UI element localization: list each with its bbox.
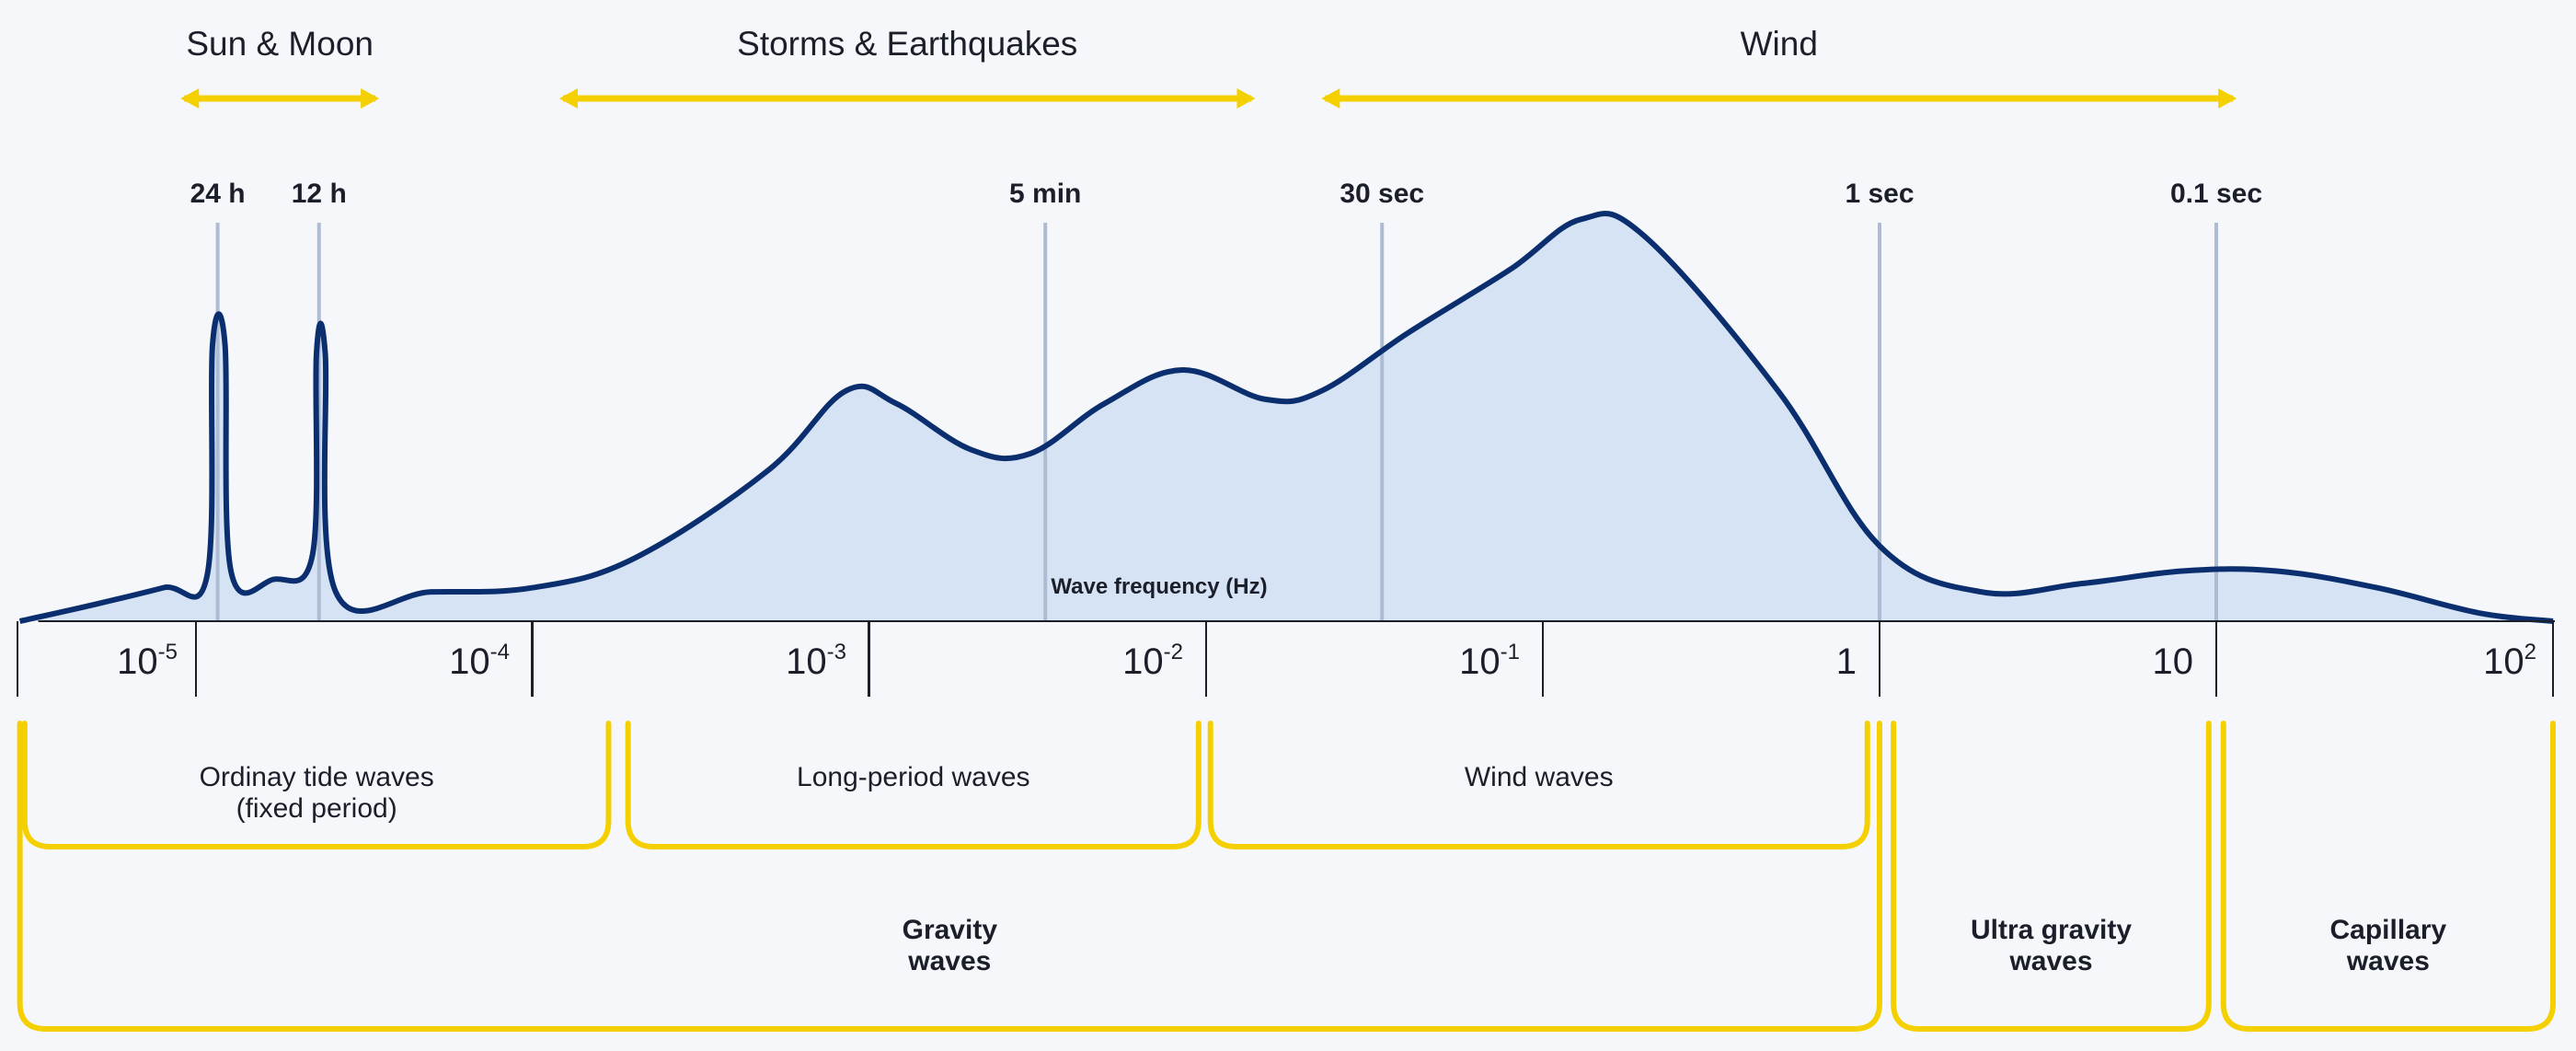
arrowhead-left-icon — [1321, 88, 1340, 109]
class-bracket — [2220, 721, 2556, 1032]
spectrum-curve — [18, 211, 2554, 624]
class-label: waves — [2346, 946, 2430, 976]
spectrum-area — [19, 214, 2553, 621]
band-bracket — [625, 721, 1202, 849]
band-label: (fixed period) — [236, 793, 397, 824]
period-marker-label: 1 sec — [1845, 179, 1914, 209]
tick-base: 10 — [117, 641, 158, 682]
tick-label: 10-3 — [786, 640, 846, 682]
tick-base: 10 — [1122, 641, 1164, 682]
tick-label: 10-2 — [1122, 640, 1183, 682]
tick-label: 10 — [2153, 641, 2194, 682]
band-bracket — [1207, 721, 1870, 849]
tick-exponent: -2 — [1164, 640, 1183, 664]
band-label: Long-period waves — [797, 762, 1030, 792]
arrowhead-right-icon — [2218, 88, 2237, 109]
period-markers-layer: 24 h 12 h 5 min 30 sec 1 sec 0.1 sec — [190, 179, 2262, 621]
tick-label: 102 — [2483, 640, 2536, 682]
tick-base: 10 — [1459, 641, 1501, 682]
class-label: waves — [907, 946, 991, 976]
class-bracket — [17, 721, 1882, 1032]
tick-label: 10-1 — [1459, 640, 1520, 682]
class-label: waves — [2008, 946, 2092, 976]
tick-base: 10 — [2153, 641, 2194, 682]
tick-exponent: -5 — [158, 640, 178, 664]
tick-base: 1 — [1836, 641, 1857, 682]
band-label: Wind waves — [1465, 762, 1614, 792]
frequency-axis: Wave frequency (Hz) 10-5 10-4 10-3 10-2 10-1… — [17, 574, 2555, 697]
class-label: Capillary — [2330, 915, 2447, 945]
spectrum-line-layer — [18, 211, 2554, 624]
tick-exponent: -4 — [490, 640, 510, 664]
tick-label: 10-5 — [117, 640, 178, 682]
band-bracket — [21, 721, 612, 849]
tick-exponent: 2 — [2524, 640, 2536, 664]
tick-exponent: -1 — [1501, 640, 1520, 664]
cause-label: Wind — [1741, 25, 1818, 63]
cause-label: Sun & Moon — [186, 25, 374, 63]
class-label: Gravity — [903, 915, 998, 945]
tick-base: 10 — [786, 641, 827, 682]
arrowhead-left-icon — [558, 88, 578, 109]
period-marker-label: 12 h — [292, 179, 347, 209]
tick-exponent: -3 — [827, 640, 846, 664]
period-marker-label: 24 h — [190, 179, 246, 209]
tick-label: 10-4 — [449, 640, 510, 682]
axis-title: Wave frequency (Hz) — [1051, 574, 1267, 599]
class-bracket — [1891, 721, 2212, 1032]
arrowhead-left-icon — [180, 88, 200, 109]
arrowhead-right-icon — [361, 88, 380, 109]
cause-label: Storms & Earthquakes — [737, 25, 1077, 63]
band-label: Ordinay tide waves — [200, 762, 434, 792]
period-marker-label: 0.1 sec — [2170, 179, 2262, 209]
period-marker-label: 30 sec — [1340, 179, 1424, 209]
period-marker-label: 5 min — [1009, 179, 1081, 209]
spectrum-layer — [19, 214, 2553, 621]
arrowhead-right-icon — [1236, 88, 1256, 109]
wave-bands-layer: Ordinay tide waves(fixed period) Long-per… — [21, 721, 1870, 849]
tick-label: 1 — [1836, 641, 1857, 682]
tick-base: 10 — [2483, 641, 2524, 682]
causes-layer: Sun & Moon Storms & Earthquakes Wind — [180, 25, 2237, 109]
class-label: Ultra gravity — [1971, 915, 2132, 945]
tick-base: 10 — [449, 641, 490, 682]
